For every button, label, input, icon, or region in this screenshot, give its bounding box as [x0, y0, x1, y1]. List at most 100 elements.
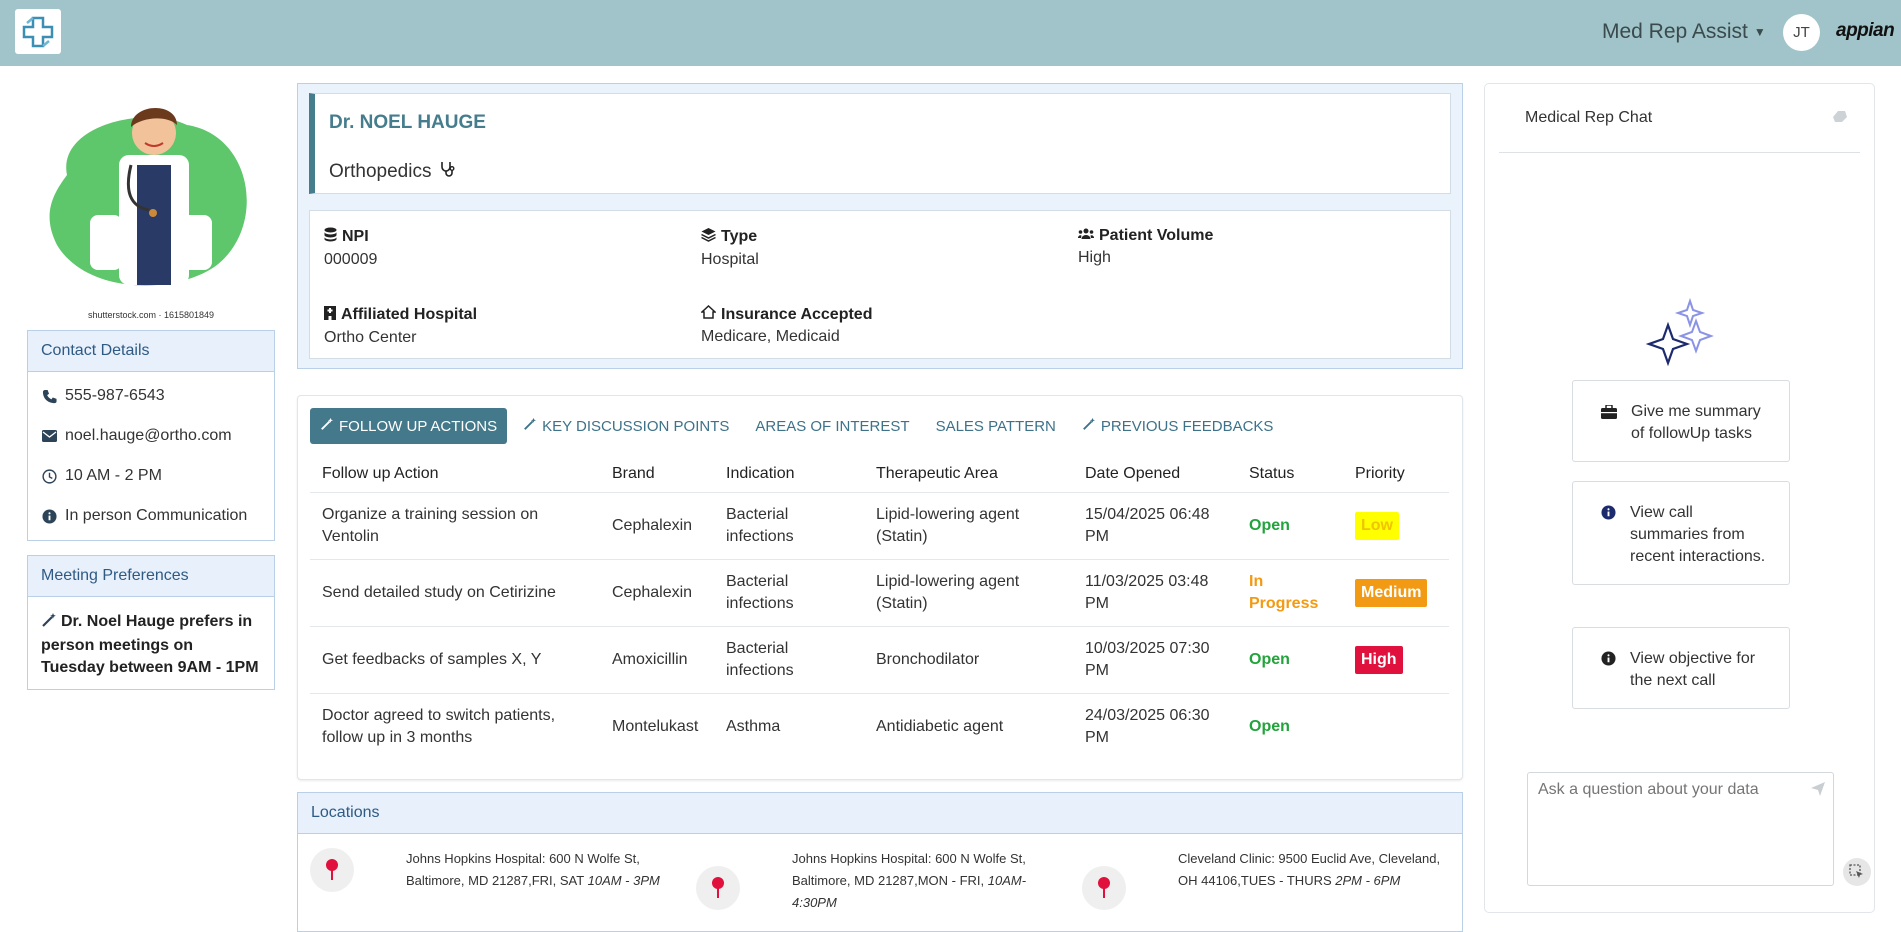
briefcase-icon [1601, 404, 1617, 445]
users-icon [1077, 227, 1095, 245]
map-pin-icon [696, 866, 740, 910]
specialty-label: Orthopedics [329, 161, 432, 182]
magic-wand-icon [320, 417, 334, 435]
npi-label: NPI [342, 228, 369, 245]
column-header[interactable]: Therapeutic Area [864, 456, 1073, 493]
suggestion-call-summaries[interactable]: View call summaries from recent interact… [1572, 481, 1790, 585]
tab-label: FOLLOW UP ACTIONS [339, 417, 498, 435]
column-header[interactable]: Indication [714, 456, 864, 493]
location-item[interactable]: Johns Hopkins Hospital: 600 N Wolfe St, … [310, 848, 676, 892]
app-logo-icon[interactable] [15, 9, 61, 54]
tab-areas-of-interest[interactable]: AREAS OF INTEREST [745, 409, 919, 444]
tab-label: PREVIOUS FEEDBACKS [1100, 417, 1274, 435]
cell-priority: High [1343, 626, 1449, 694]
location-address: Cleveland Clinic: 9500 Euclid Ave, Cleve… [1178, 851, 1441, 888]
table-row[interactable]: Get feedbacks of samples X, Y Amoxicilli… [310, 626, 1449, 694]
cell-action: Get feedbacks of samples X, Y [310, 626, 600, 694]
cell-therapeutic-area: Lipid-lowering agent (Statin) [864, 492, 1073, 560]
top-bar: Med Rep Assist ▼ JT appian [0, 0, 1901, 66]
magic-wand-icon [41, 612, 57, 635]
cell-therapeutic-area: Lipid-lowering agent (Statin) [864, 559, 1073, 627]
phone-icon [41, 388, 57, 404]
doctor-profile-panel: Dr. NOEL HAUGE Orthopedics NPI 000009 Ty… [297, 83, 1463, 369]
cell-priority: Medium [1343, 559, 1449, 627]
insurance-label: Insurance Accepted [721, 305, 873, 323]
image-credit: shutterstock.com · 1615801849 [87, 310, 215, 320]
map-pin-icon [1082, 866, 1126, 910]
meeting-preference-value: Dr. Noel Hauge prefers in person meeting… [41, 613, 259, 676]
send-icon[interactable] [1810, 781, 1826, 802]
column-header[interactable]: Status [1237, 456, 1343, 493]
tab-sales-pattern[interactable]: SALES PATTERN [926, 409, 1066, 444]
cell-status: Open [1237, 492, 1343, 560]
affiliated-hospital-label: Affiliated Hospital [341, 306, 478, 323]
cell-indication: Bacterial infections [714, 626, 864, 694]
location-item[interactable]: Cleveland Clinic: 9500 Euclid Ave, Cleve… [1082, 848, 1448, 910]
map-pin-icon [310, 848, 354, 892]
medical-rep-chat-panel: Medical Rep Chat Give me summary of foll… [1484, 83, 1875, 913]
caret-down-icon: ▼ [1753, 25, 1766, 39]
location-item[interactable]: Johns Hopkins Hospital: 600 N Wolfe St, … [696, 848, 1047, 914]
tab-bar: FOLLOW UP ACTIONS KEY DISCUSSION POINTS … [310, 408, 1450, 444]
status-badge: Open [1249, 718, 1290, 736]
user-avatar[interactable]: JT [1783, 14, 1820, 51]
magic-wand-icon [523, 417, 537, 435]
cell-action: Organize a training session on Ventolin [310, 492, 600, 560]
stethoscope-icon [439, 160, 457, 184]
cell-brand: Montelukast [612, 718, 699, 736]
insurance-field: Insurance Accepted Medicare, Medicaid [700, 304, 873, 346]
suggestion-text: View call summaries from recent interact… [1630, 504, 1766, 565]
suggestion-text: View objective for the next call [1630, 650, 1756, 689]
table-row[interactable]: Doctor agreed to switch patients, follow… [310, 694, 1449, 761]
suggestion-next-call-objective[interactable]: View objective for the next call [1572, 627, 1790, 709]
table-row[interactable]: Send detailed study on Cetirizine Cephal… [310, 559, 1449, 627]
clock-icon [41, 468, 57, 484]
cell-status: In Progress [1237, 559, 1343, 627]
locations-panel: Locations Johns Hopkins Hospital: 600 N … [297, 792, 1463, 932]
app-switcher[interactable]: Med Rep Assist ▼ [1602, 20, 1766, 44]
contact-hours-value: 10 AM - 2 PM [65, 467, 162, 484]
tab-label: KEY DISCUSSION POINTS [542, 417, 730, 435]
actions-tab-card: FOLLOW UP ACTIONS KEY DISCUSSION POINTS … [297, 395, 1463, 780]
main-content: Dr. NOEL HAUGE Orthopedics NPI 000009 Ty… [297, 83, 1463, 932]
location-text: Johns Hopkins Hospital: 600 N Wolfe St, … [406, 848, 676, 892]
location-text: Cleveland Clinic: 9500 Euclid Ave, Cleve… [1178, 848, 1448, 910]
table-row[interactable]: Organize a training session on Ventolin … [310, 492, 1449, 560]
table-header-row: Follow up Action Brand Indication Therap… [310, 456, 1449, 493]
column-header[interactable]: Date Opened [1073, 456, 1237, 493]
type-value: Hospital [701, 251, 759, 268]
database-icon [324, 227, 337, 247]
column-header[interactable]: Brand [600, 456, 714, 493]
npi-value: 000009 [324, 251, 378, 268]
priority-badge: Medium [1355, 579, 1428, 607]
magic-wand-icon [1082, 417, 1096, 435]
contact-details-card: Contact Details 555-987-6543 noel.hauge@… [27, 330, 275, 541]
location-address: Johns Hopkins Hospital: 600 N Wolfe St, … [406, 851, 640, 888]
locations-title: Locations [298, 793, 1462, 834]
location-address: Johns Hopkins Hospital: 600 N Wolfe St, … [792, 851, 1026, 888]
affiliated-hospital-field: Affiliated Hospital Ortho Center [324, 305, 477, 347]
contact-phone[interactable]: 555-987-6543 [28, 376, 274, 416]
tab-key-discussion-points[interactable]: KEY DISCUSSION POINTS [513, 408, 739, 444]
contact-details-title: Contact Details [28, 331, 274, 372]
house-icon [700, 304, 717, 324]
tab-previous-feedbacks[interactable]: PREVIOUS FEEDBACKS [1072, 408, 1284, 444]
doctor-illustration [27, 95, 275, 290]
location-text: Johns Hopkins Hospital: 600 N Wolfe St, … [792, 848, 1047, 914]
app-name: Med Rep Assist [1602, 20, 1748, 43]
suggestion-followup-summary[interactable]: Give me summary of followUp tasks [1572, 380, 1790, 462]
cursor-select-icon[interactable] [1843, 858, 1871, 886]
tab-follow-up-actions[interactable]: FOLLOW UP ACTIONS [310, 408, 508, 444]
patient-volume-label: Patient Volume [1099, 227, 1214, 244]
left-column: shutterstock.com · 1615801849 Contact De… [27, 95, 275, 690]
cell-brand: Cephalexin [600, 492, 714, 560]
eraser-icon[interactable] [1832, 109, 1848, 128]
cell-therapeutic-area: Antidiabetic agent [876, 718, 1004, 736]
priority-badge: High [1355, 646, 1403, 674]
column-header[interactable]: Follow up Action [310, 456, 600, 493]
contact-email[interactable]: noel.hauge@ortho.com [28, 416, 274, 456]
chat-question-input[interactable] [1527, 772, 1834, 886]
cell-priority [1343, 694, 1449, 761]
column-header[interactable]: Priority [1343, 456, 1449, 493]
location-hours: 2PM - 6PM [1335, 873, 1401, 888]
